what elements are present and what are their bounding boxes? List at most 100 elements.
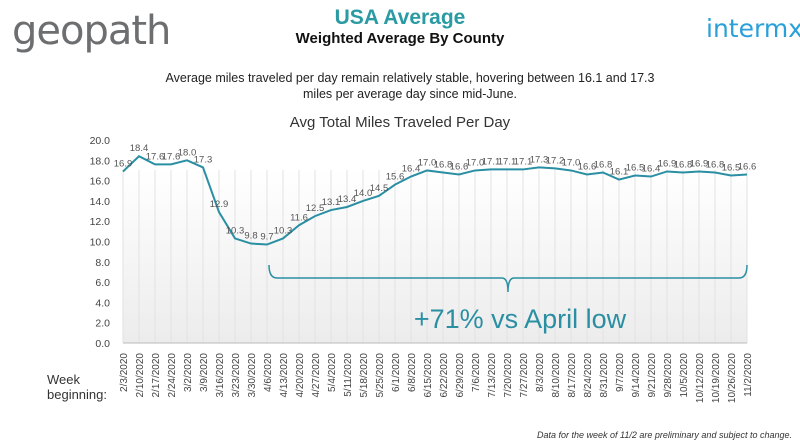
data-label: 14.5 <box>370 183 389 194</box>
x-tick-label: 6/29/2020 <box>455 353 466 398</box>
data-label: 10.3 <box>274 225 293 236</box>
x-tick-label: 7/6/2020 <box>471 353 482 392</box>
y-tick-label: 14.0 <box>90 196 111 208</box>
x-tick-label: 9/21/2020 <box>647 353 658 398</box>
x-tick-label: 8/24/2020 <box>583 353 594 398</box>
annotation-bracket <box>268 264 748 293</box>
data-label: 16.8 <box>594 159 613 170</box>
x-tick-label: 7/20/2020 <box>503 353 514 398</box>
x-tick-label: 2/10/2020 <box>135 353 146 398</box>
data-label: 16.8 <box>434 159 453 170</box>
data-label: 16.4 <box>402 164 421 175</box>
data-label: 17.3 <box>194 154 213 165</box>
description: Average miles traveled per day remain re… <box>165 71 655 101</box>
y-tick-label: 0.0 <box>95 338 110 350</box>
logo-text: intermx <box>706 14 800 43</box>
x-tick-label: 2/17/2020 <box>151 353 162 398</box>
data-label: 15.6 <box>386 172 405 183</box>
y-tick-label: 16.0 <box>90 176 111 188</box>
y-tick-label: 8.0 <box>95 257 110 269</box>
plot-background <box>123 170 747 343</box>
x-tick-label: 6/8/2020 <box>407 353 418 392</box>
data-label: 16.6 <box>738 162 757 173</box>
data-label: 9.8 <box>244 231 257 242</box>
x-tick-label: 6/15/2020 <box>423 353 434 398</box>
x-tick-label: 3/9/2020 <box>199 353 210 392</box>
geopath-logo: geopath <box>12 8 171 54</box>
data-label: 16.1 <box>610 167 629 178</box>
annotation-text: +71% vs April low <box>414 304 627 334</box>
x-tick-label: 4/6/2020 <box>263 353 274 392</box>
x-axis-label-line1: Week <box>47 372 80 387</box>
chart-title: Avg Total Miles Traveled Per Day <box>290 114 511 131</box>
data-label: 17.0 <box>562 157 581 168</box>
x-tick-label: 7/27/2020 <box>519 353 530 398</box>
x-tick-label: 8/17/2020 <box>567 353 578 398</box>
page-subtitle: Weighted Average By County <box>295 30 505 47</box>
data-label: 12.9 <box>210 199 229 210</box>
x-tick-label: 5/18/2020 <box>359 353 370 398</box>
data-label: 17.2 <box>546 155 565 166</box>
x-tick-label: 10/26/2020 <box>727 353 738 403</box>
x-tick-label: 2/24/2020 <box>167 353 178 398</box>
x-tick-label: 4/13/2020 <box>279 353 290 398</box>
x-tick-label: 5/25/2020 <box>375 353 386 398</box>
data-label: 16.9 <box>690 158 709 169</box>
data-line <box>122 155 748 246</box>
x-tick-label: 3/23/2020 <box>231 353 242 398</box>
x-tick-label: 3/2/2020 <box>183 353 194 392</box>
data-label: 16.6 <box>450 162 469 173</box>
y-tick-label: 18.0 <box>90 155 111 167</box>
y-tick-label: 6.0 <box>95 277 110 289</box>
x-tick-label: 3/30/2020 <box>247 353 258 398</box>
data-label: 13.4 <box>338 194 357 205</box>
data-label: 10.3 <box>226 225 245 236</box>
x-tick-label: 8/31/2020 <box>599 353 610 398</box>
data-label: 17.0 <box>418 157 437 168</box>
data-label: 17.1 <box>498 156 517 167</box>
data-label: 17.3 <box>530 154 549 165</box>
data-label: 18.0 <box>178 147 197 158</box>
data-label: 16.8 <box>706 159 725 170</box>
x-axis-label-line2: beginning: <box>47 387 107 402</box>
x-tick-label: 6/1/2020 <box>391 353 402 392</box>
x-tick-label: 8/3/2020 <box>535 353 546 392</box>
x-tick-label: 11/2/2020 <box>743 353 754 397</box>
x-tick-label: 7/13/2020 <box>487 353 498 398</box>
data-label: 9.7 <box>260 232 273 243</box>
logo-text: geopath <box>12 8 171 54</box>
x-tick-label: 10/19/2020 <box>711 353 722 403</box>
data-label: 16.8 <box>674 159 693 170</box>
data-label: 16.9 <box>658 158 677 169</box>
x-tick-label: 9/7/2020 <box>615 353 626 392</box>
data-label: 17.1 <box>482 156 501 167</box>
data-label: 16.9 <box>114 158 133 169</box>
data-label: 18.4 <box>130 143 149 154</box>
x-tick-label: 4/20/2020 <box>295 353 306 398</box>
x-tick-label: 5/4/2020 <box>327 353 338 392</box>
data-label: 17.6 <box>162 151 181 162</box>
y-tick-label: 10.0 <box>90 237 111 249</box>
intermx-logo: intermx <box>706 14 800 43</box>
y-tick-label: 12.0 <box>90 216 111 228</box>
x-tick-label: 5/11/2020 <box>343 353 354 397</box>
data-label: 13.1 <box>322 197 341 208</box>
data-label: 17.1 <box>514 156 533 167</box>
y-tick-label: 20.0 <box>90 135 111 147</box>
footnote: Data for the week of 11/2 are preliminar… <box>537 430 792 440</box>
x-tick-label: 4/27/2020 <box>311 353 322 398</box>
x-tick-label: 9/14/2020 <box>631 353 642 398</box>
x-tick-label: 8/10/2020 <box>551 353 562 398</box>
x-tick-label: 10/5/2020 <box>679 353 690 398</box>
y-tick-label: 2.0 <box>95 318 110 330</box>
x-tick-label: 9/28/2020 <box>663 353 674 398</box>
data-label: 17.0 <box>466 157 485 168</box>
y-tick-label: 4.0 <box>95 297 110 309</box>
data-label: 16.5 <box>722 163 741 174</box>
x-tick-label: 2/3/2020 <box>119 353 130 392</box>
data-label: 11.6 <box>290 212 308 223</box>
data-label: 17.6 <box>146 151 165 162</box>
x-tick-label: 10/12/2020 <box>695 353 706 403</box>
x-tick-label: 6/22/2020 <box>439 353 450 398</box>
